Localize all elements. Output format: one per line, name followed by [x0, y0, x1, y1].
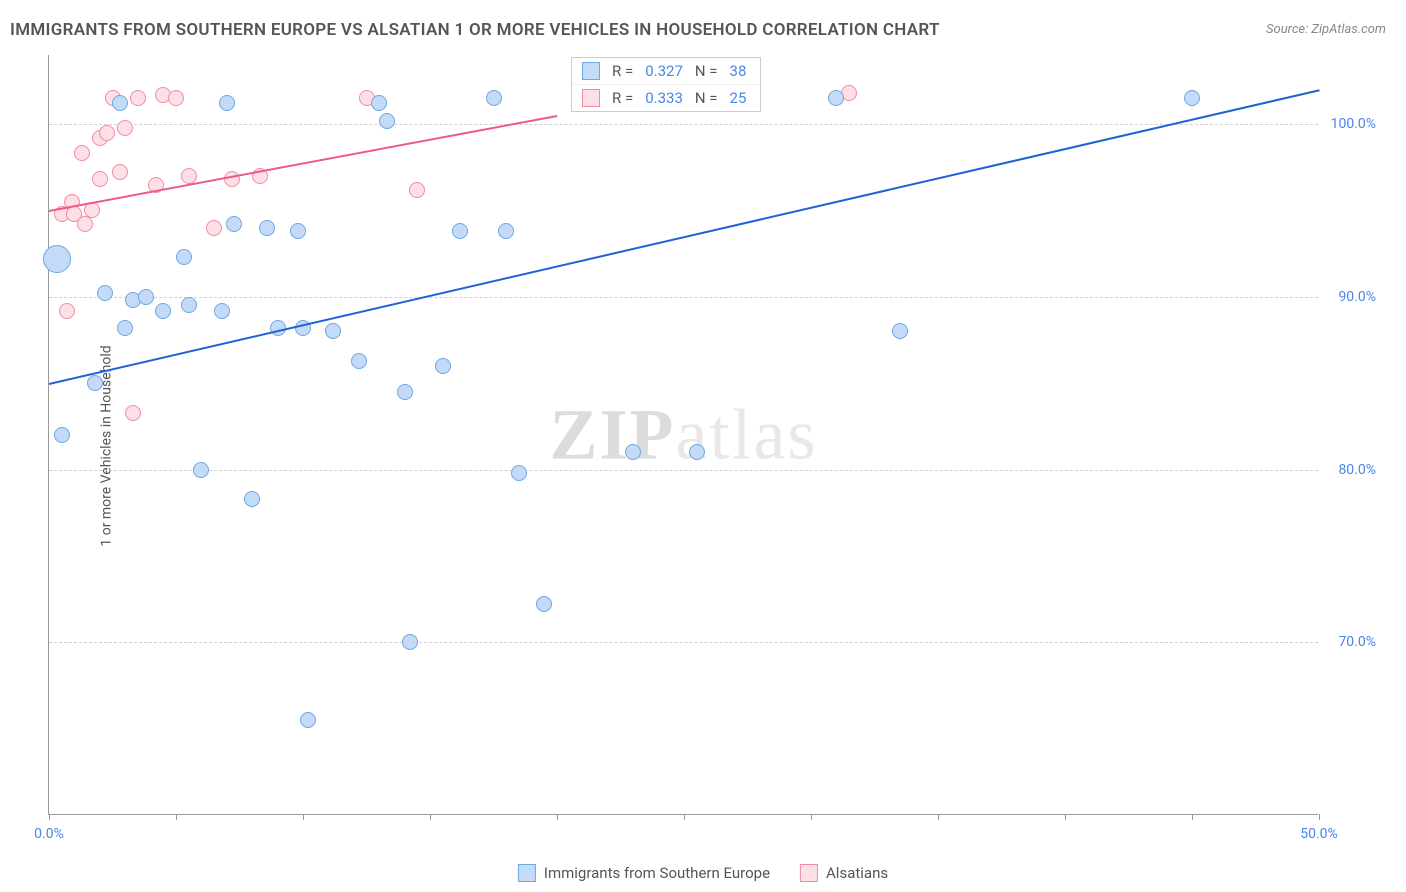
legend-label-blue: Immigrants from Southern Europe: [544, 864, 770, 882]
scatter-point: [379, 113, 395, 129]
x-tick: [1319, 814, 1320, 820]
scatter-point: [117, 320, 133, 336]
legend-r-label: R =: [612, 89, 633, 107]
scatter-point: [181, 168, 197, 184]
series-legend: Immigrants from Southern Europe Alsatian…: [518, 864, 888, 882]
legend-swatch-pink: [800, 864, 818, 882]
scatter-point: [59, 303, 75, 319]
scatter-point: [97, 285, 113, 301]
watermark: ZIPatlas: [550, 393, 818, 476]
scatter-point: [409, 182, 425, 198]
y-tick-label: 80.0%: [1338, 462, 1376, 478]
scatter-plot-area: ZIPatlas R = 0.327 N = 38 R = 0.333 N = …: [48, 55, 1318, 815]
correlation-legend: R = 0.327 N = 38 R = 0.333 N = 25: [571, 57, 761, 112]
scatter-point: [325, 323, 341, 339]
scatter-point: [181, 297, 197, 313]
scatter-point: [371, 95, 387, 111]
scatter-point: [397, 384, 413, 400]
x-tick: [557, 814, 558, 820]
gridline: [49, 124, 1318, 125]
scatter-point: [130, 90, 146, 106]
scatter-point: [99, 125, 115, 141]
legend-item-blue: Immigrants from Southern Europe: [518, 864, 770, 882]
scatter-point: [402, 634, 418, 650]
scatter-point: [828, 90, 844, 106]
trend-line: [49, 90, 1319, 386]
scatter-point: [625, 444, 641, 460]
scatter-point: [486, 90, 502, 106]
scatter-point: [511, 465, 527, 481]
legend-r-value-blue: 0.327: [645, 62, 683, 80]
legend-swatch-blue: [518, 864, 536, 882]
x-tick: [303, 814, 304, 820]
scatter-point: [206, 220, 222, 236]
x-tick: [938, 814, 939, 820]
scatter-point: [435, 358, 451, 374]
gridline: [49, 297, 1318, 298]
legend-r-label: R =: [612, 62, 633, 80]
scatter-point: [689, 444, 705, 460]
scatter-point: [176, 249, 192, 265]
legend-row-pink: R = 0.333 N = 25: [572, 85, 760, 111]
scatter-point: [1184, 90, 1200, 106]
legend-r-value-pink: 0.333: [645, 89, 683, 107]
watermark-light: atlas: [676, 394, 818, 474]
scatter-point: [54, 427, 70, 443]
legend-swatch-blue: [582, 62, 600, 80]
scatter-point: [498, 223, 514, 239]
scatter-point: [168, 90, 184, 106]
scatter-point: [219, 95, 235, 111]
gridline: [49, 642, 1318, 643]
legend-swatch-pink: [582, 89, 600, 107]
legend-item-pink: Alsatians: [800, 864, 888, 882]
scatter-point: [259, 220, 275, 236]
legend-label-pink: Alsatians: [826, 864, 888, 882]
scatter-point: [112, 95, 128, 111]
scatter-point: [226, 216, 242, 232]
gridline: [49, 470, 1318, 471]
scatter-point: [43, 245, 71, 273]
chart-title: IMMIGRANTS FROM SOUTHERN EUROPE VS ALSAT…: [10, 20, 940, 40]
legend-n-label: N =: [695, 89, 718, 107]
scatter-point: [892, 323, 908, 339]
x-tick-label: 0.0%: [34, 826, 64, 842]
y-tick-label: 70.0%: [1338, 634, 1376, 650]
scatter-point: [244, 491, 260, 507]
scatter-point: [87, 375, 103, 391]
scatter-point: [138, 289, 154, 305]
source-attribution: Source: ZipAtlas.com: [1266, 22, 1386, 37]
y-tick-label: 90.0%: [1338, 289, 1376, 305]
legend-n-label: N =: [695, 62, 718, 80]
scatter-point: [536, 596, 552, 612]
x-tick: [1192, 814, 1193, 820]
x-tick: [1065, 814, 1066, 820]
x-tick: [811, 814, 812, 820]
scatter-point: [74, 145, 90, 161]
scatter-point: [452, 223, 468, 239]
y-tick-label: 100.0%: [1331, 116, 1376, 132]
scatter-point: [300, 712, 316, 728]
x-tick: [684, 814, 685, 820]
scatter-point: [125, 405, 141, 421]
scatter-point: [193, 462, 209, 478]
legend-n-value-pink: 25: [730, 89, 747, 107]
x-tick: [49, 814, 50, 820]
scatter-point: [77, 216, 93, 232]
scatter-point: [117, 120, 133, 136]
scatter-point: [351, 353, 367, 369]
watermark-bold: ZIP: [550, 394, 676, 474]
scatter-point: [92, 171, 108, 187]
x-tick-label: 50.0%: [1300, 826, 1338, 842]
scatter-point: [290, 223, 306, 239]
legend-n-value-blue: 38: [730, 62, 747, 80]
x-tick: [430, 814, 431, 820]
scatter-point: [112, 164, 128, 180]
scatter-point: [214, 303, 230, 319]
x-tick: [176, 814, 177, 820]
scatter-point: [155, 303, 171, 319]
legend-row-blue: R = 0.327 N = 38: [572, 58, 760, 85]
